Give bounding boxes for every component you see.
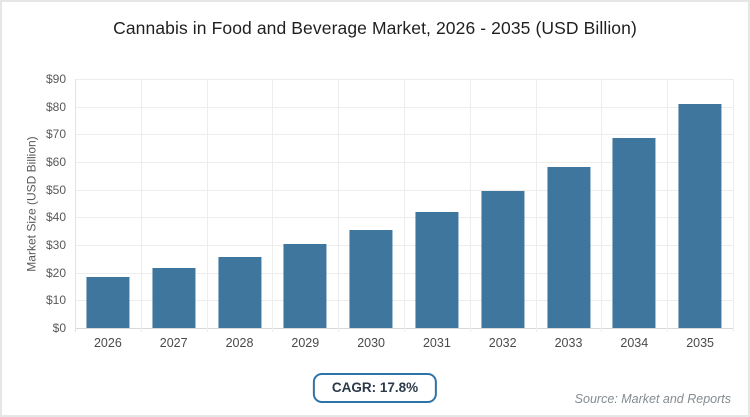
y-tick-label: $90 [45, 72, 66, 86]
gridline-vertical [469, 79, 471, 332]
bar-2029 [283, 244, 327, 328]
bar-2026 [86, 276, 130, 328]
y-tick-label: $50 [45, 182, 66, 197]
x-tick-label: 2035 [686, 336, 714, 350]
bar-2033 [546, 166, 591, 328]
y-tick-label: $0 [52, 321, 66, 335]
x-tick-label: 2028 [225, 336, 254, 350]
gridline-vertical [404, 79, 405, 332]
gridline-vertical [140, 79, 142, 332]
y-axis-ticks: $0 $10 $20 $30 $40 $50 $60 $70 $80 $90 [2, 72, 66, 335]
gridline-vertical [338, 79, 340, 332]
y-tick-label: $80 [45, 99, 66, 114]
x-tick-label: 2032 [488, 336, 517, 350]
gridline-vertical [667, 79, 669, 332]
x-tick-label: 2034 [620, 336, 649, 350]
chart-title: Cannabis in Food and Beverage Market, 20… [113, 18, 637, 38]
x-tick-label: 2026 [93, 336, 122, 350]
x-tick-label: 2030 [357, 336, 385, 350]
gridline-vertical [75, 79, 76, 332]
y-tick-label: $30 [45, 238, 66, 252]
gridline-vertical [601, 79, 603, 332]
bar-2027 [152, 267, 196, 328]
x-axis-labels: 2026 2027 2028 2029 2030 2031 2032 2033 2034 2035 [75, 336, 733, 354]
y-tick-label: $40 [45, 210, 66, 225]
gridline-vertical [535, 79, 537, 332]
plot-area [75, 79, 734, 332]
bar-2034 [612, 138, 656, 328]
x-tick-label: 2033 [554, 336, 583, 350]
bar-2028 [217, 256, 262, 328]
bar-2031 [415, 211, 459, 328]
bar-2035 [678, 104, 722, 328]
cagr-badge: CAGR: 17.8% [312, 373, 438, 403]
y-tick-label: $70 [45, 127, 66, 142]
y-tick-label: $20 [45, 265, 66, 280]
gridline-vertical [733, 79, 734, 332]
x-tick-label: 2029 [291, 336, 320, 350]
y-tick-label: $60 [45, 155, 66, 169]
bar-2030 [349, 229, 393, 328]
source-attribution: Source: Market and Reports [574, 392, 731, 406]
x-tick-label: 2031 [422, 336, 451, 350]
bar-2032 [481, 191, 525, 328]
gridline-vertical [206, 79, 208, 332]
gridline-vertical [272, 79, 274, 332]
x-tick-label: 2027 [159, 336, 188, 350]
y-tick-label: $10 [45, 293, 66, 308]
